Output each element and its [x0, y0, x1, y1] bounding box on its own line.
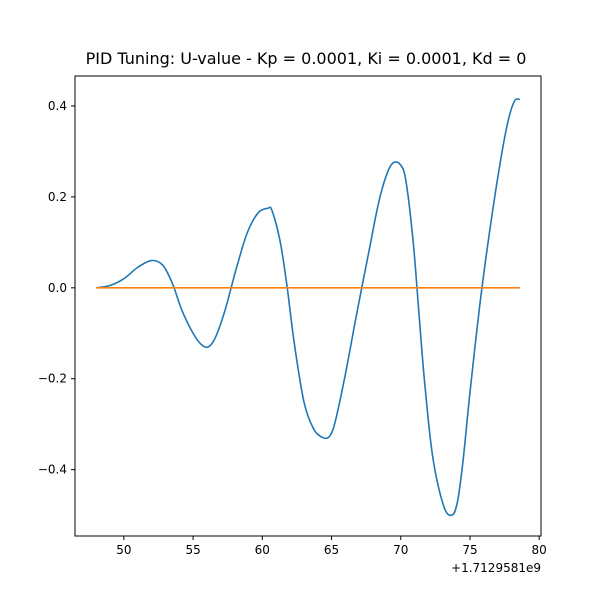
x-tick-label: 70 [393, 543, 408, 557]
series-line-1 [96, 98, 521, 517]
y-tick-label: −0.2 [38, 372, 67, 386]
y-tick-label: 0.0 [48, 281, 67, 295]
x-tick-label: 80 [532, 543, 547, 557]
y-tick-label: −0.4 [38, 463, 67, 477]
x-tick-label: 50 [116, 543, 131, 557]
x-tick-label: 55 [185, 543, 200, 557]
chart-title: PID Tuning: U-value - Kp = 0.0001, Ki = … [86, 49, 527, 68]
x-tick-label: 75 [462, 543, 477, 557]
y-tick-label: 0.2 [48, 190, 67, 204]
plot-area [96, 98, 521, 517]
x-tick-label: 60 [255, 543, 270, 557]
axes-frame [74, 75, 542, 537]
x-tick-label: 65 [324, 543, 339, 557]
axes: 50 55 60 65 70 75 80 −0.4 −0.2 0.0 0.2 0.4 [38, 75, 547, 557]
y-tick-label: 0.4 [48, 99, 67, 113]
x-axis-offset-label: +1.7129581e9 [451, 561, 541, 575]
